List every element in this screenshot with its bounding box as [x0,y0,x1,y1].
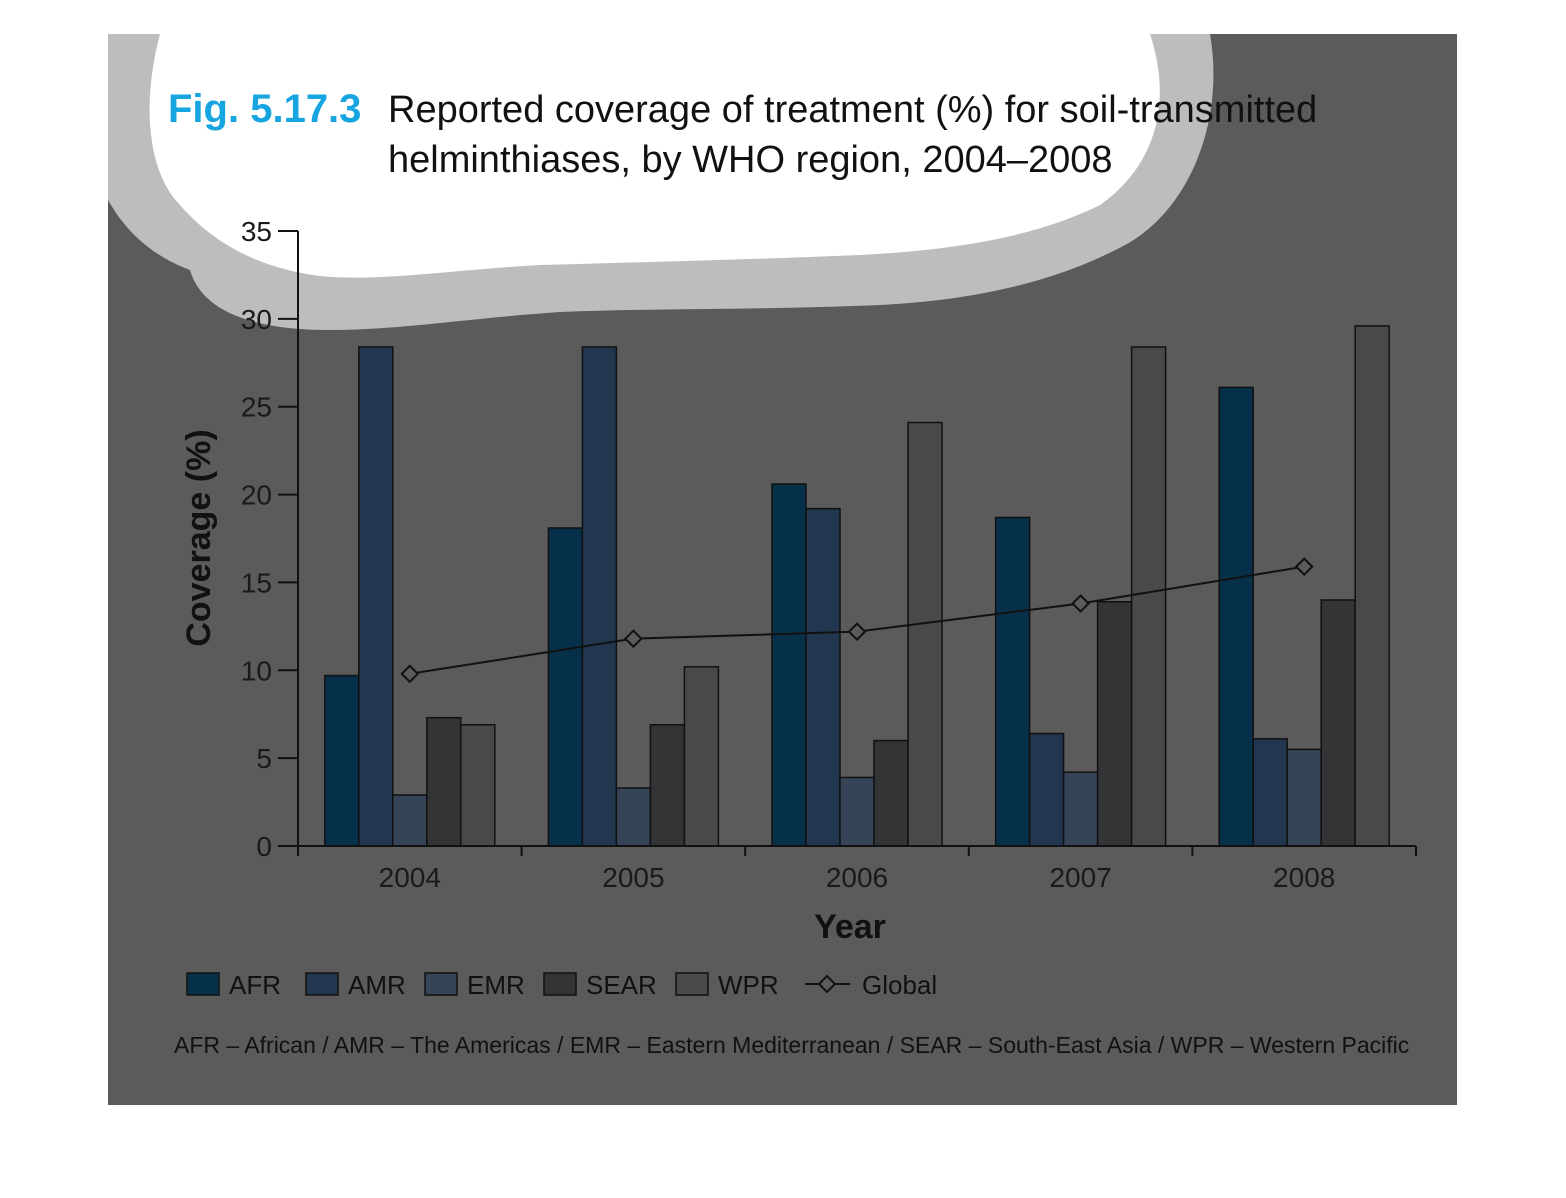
bar-amr-2006 [805,507,841,847]
legend-swatch-emr [424,972,458,996]
bar-afr-2004 [324,674,360,847]
bar-afr-2007 [994,516,1031,847]
x-tick-label: 2004 [379,862,441,893]
x-tick-label: 2006 [826,862,888,893]
y-tick-label: 20 [241,480,272,511]
legend-label-afr: AFR [229,970,281,1000]
figure-number: Fig. 5.17.3 [168,87,361,131]
bar-emr-2004 [392,794,428,847]
legend-swatch-amr [305,972,339,996]
bar-emr-2005 [615,787,652,847]
legend: AFR AMR EMR SEAR WPR Global [186,970,937,1000]
bar-sear-2007 [1096,601,1133,847]
global-point-2008 [1294,557,1314,577]
x-tick-label: 2008 [1273,862,1335,893]
legend-label-emr: EMR [467,970,525,1000]
bar-afr-2006 [771,483,807,847]
legend-label-global: Global [862,970,937,1000]
bar-wpr-2008 [1354,325,1390,847]
bar-emr-2006 [839,776,875,847]
bar-afr-2008 [1218,386,1254,847]
x-axis-title: Year [814,908,886,946]
figure-title-line-1: Reported coverage of treatment (%) for s… [388,89,1317,131]
legend-marker-global [817,974,837,994]
bar-emr-2007 [1062,771,1099,847]
y-tick-label: 10 [241,655,272,686]
y-tick-label: 5 [256,743,272,774]
plot-area: 0 5 10 15 20 25 30 35 2004 2005 2006 2007 2008 [241,216,1417,893]
y-tick-label: 15 [241,567,272,598]
legend-label-sear: SEAR [586,970,657,1000]
global-point-2004 [400,664,420,684]
bar-wpr-2004 [460,724,496,847]
y-tick-label: 0 [256,831,272,862]
x-tick-label: 2007 [1049,862,1111,893]
legend-swatch-wpr [675,972,709,996]
title-cloud-inner [149,34,1160,278]
bar-amr-2004 [358,346,394,847]
bar-wpr-2006 [907,421,943,847]
bar-wpr-2005 [683,666,720,847]
bar-sear-2006 [873,739,909,847]
legend-swatch-afr [186,972,220,996]
bar-amr-2005 [581,346,618,847]
figure-title-line-2: helminthiases, by WHO region, 2004–2008 [388,139,1113,181]
footnote: AFR – African / AMR – The Americas / EMR… [174,1032,1409,1058]
bar-sear-2008 [1320,599,1356,847]
y-axis-title: Coverage (%) [180,429,218,646]
y-tick-label: 25 [241,392,272,423]
bar-amr-2007 [1028,732,1065,847]
global-point-2006 [847,622,867,642]
bar-sear-2004 [426,716,462,847]
bar-afr-2005 [547,527,584,847]
y-tick-label: 35 [241,216,272,247]
bar-emr-2008 [1286,748,1322,847]
bar-wpr-2007 [1130,346,1167,847]
legend-label-amr: AMR [348,970,406,1000]
bar-sear-2005 [649,724,686,847]
global-point-2005 [623,629,643,649]
bar-amr-2008 [1252,738,1288,847]
x-tick-label: 2005 [602,862,664,893]
y-tick-label: 30 [241,304,272,335]
legend-swatch-sear [543,972,577,996]
global-point-2007 [1071,594,1091,613]
legend-label-wpr: WPR [718,970,779,1000]
